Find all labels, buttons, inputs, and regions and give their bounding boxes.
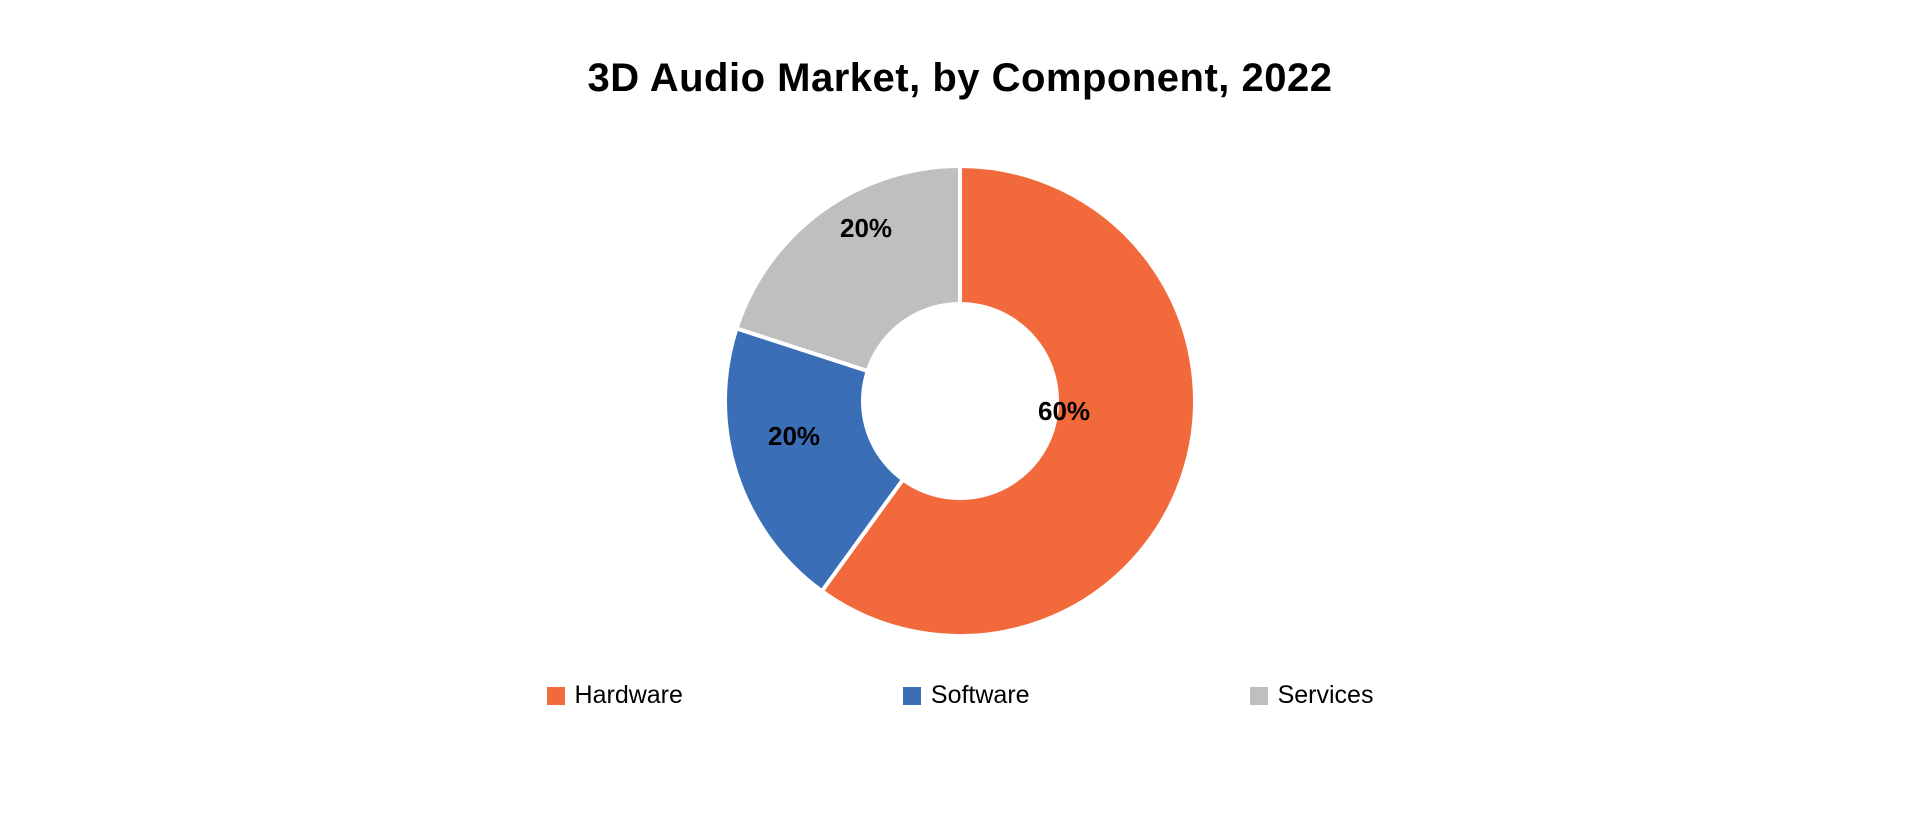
slice-label-services: 20% <box>840 213 892 244</box>
legend-label-software: Software <box>931 681 1030 710</box>
chart-container: 3D Audio Market, by Component, 2022 60% 2… <box>0 0 1920 818</box>
legend-swatch-software <box>903 687 921 705</box>
slice-label-software: 20% <box>768 421 820 452</box>
donut-chart: 60% 20% 20% <box>660 131 1260 671</box>
legend: Hardware Software Services <box>547 681 1374 710</box>
slice-label-hardware: 60% <box>1038 396 1090 427</box>
chart-title: 3D Audio Market, by Component, 2022 <box>587 56 1332 101</box>
legend-item-software: Software <box>903 681 1030 710</box>
legend-label-hardware: Hardware <box>575 681 683 710</box>
donut-hole <box>861 302 1059 500</box>
legend-item-services: Services <box>1250 681 1374 710</box>
legend-swatch-hardware <box>547 687 565 705</box>
donut-svg <box>725 166 1195 636</box>
legend-item-hardware: Hardware <box>547 681 683 710</box>
legend-label-services: Services <box>1278 681 1374 710</box>
legend-swatch-services <box>1250 687 1268 705</box>
